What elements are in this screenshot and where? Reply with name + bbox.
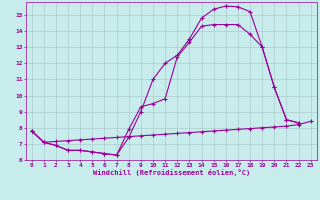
X-axis label: Windchill (Refroidissement éolien,°C): Windchill (Refroidissement éolien,°C) bbox=[92, 169, 250, 176]
